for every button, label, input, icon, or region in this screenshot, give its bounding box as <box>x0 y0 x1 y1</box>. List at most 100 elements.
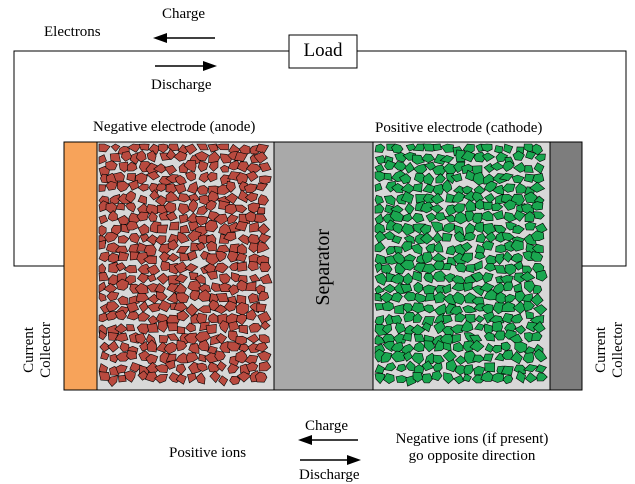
electrode-particle <box>219 320 229 334</box>
electrode-particle <box>126 143 143 153</box>
electrode-particle <box>374 230 388 244</box>
electrode-particle <box>479 282 495 293</box>
electrode-particle <box>524 165 534 173</box>
electrode-particle <box>404 161 416 174</box>
electrode-particle <box>503 143 514 154</box>
electrode-particle <box>498 172 514 181</box>
electrode-particle <box>258 361 272 372</box>
electrode-particle <box>137 223 150 236</box>
electrode-particle <box>429 204 444 214</box>
electrode-particle <box>451 333 461 344</box>
electrode-particle <box>532 304 548 316</box>
electrode-particle <box>410 324 426 337</box>
electrode-particle <box>117 251 130 261</box>
electrode-particle <box>532 284 543 294</box>
electrode-particle <box>454 312 467 323</box>
electrode-particle <box>430 221 444 233</box>
electrode-particle <box>117 295 129 306</box>
electrode-particle <box>533 348 548 363</box>
electrode-particle <box>432 260 445 271</box>
electrode-particle <box>532 173 545 184</box>
electrode-particle <box>374 315 385 328</box>
electrode-particle <box>535 364 547 373</box>
electrode-particle <box>103 283 118 294</box>
electrode-particle <box>503 281 514 292</box>
electrode-particle <box>420 232 434 245</box>
electrode-particle <box>168 221 180 231</box>
electrode-particle <box>484 362 496 373</box>
electrode-particle <box>226 180 236 193</box>
electrode-particle <box>374 163 385 173</box>
electrode-particle <box>214 350 226 362</box>
electrode-particle <box>380 351 392 363</box>
electrode-particle <box>205 323 217 335</box>
electrode-particle <box>411 270 422 283</box>
electrode-particle <box>247 202 261 214</box>
electrode-particle <box>462 373 472 383</box>
electrode-particle <box>158 211 170 221</box>
electrode-particle <box>400 259 415 271</box>
electrode-particle <box>421 263 437 274</box>
electrode-particle <box>423 172 435 186</box>
electrode-particle <box>115 202 125 211</box>
electrode-particle <box>173 282 187 296</box>
electrode-particle <box>196 143 209 151</box>
electrode-particle <box>391 143 404 154</box>
electrode-particle <box>374 241 386 253</box>
electrode-particle <box>244 354 259 365</box>
electrode-particle <box>206 171 218 183</box>
electrode-particle <box>534 153 546 163</box>
electrode-particle <box>441 232 453 242</box>
electrode-particle <box>123 370 136 383</box>
electrode-particle <box>463 364 474 376</box>
electrode-particle <box>258 162 272 173</box>
electrode-particle <box>177 203 190 215</box>
electrode-particle <box>445 245 457 256</box>
electrode-particle <box>531 331 543 342</box>
electrode-particle <box>127 161 138 172</box>
electrode-particle <box>138 143 150 151</box>
electrode-particle <box>524 173 535 183</box>
electrode-particle <box>117 374 127 383</box>
electrode-particle <box>123 265 138 274</box>
electrode-particle <box>177 231 190 244</box>
electrode-particle <box>390 341 405 353</box>
electrode-particle <box>424 292 435 302</box>
electrode-particle <box>184 322 196 333</box>
electrode-particle <box>405 360 417 372</box>
electrode-particle <box>442 223 455 233</box>
discharge-label-bottom: Discharge <box>299 467 360 483</box>
electrode-particle <box>531 243 544 253</box>
cathode-particles <box>374 143 548 387</box>
electrode-particle <box>475 232 486 244</box>
electrode-particle <box>442 179 453 194</box>
anode-particles <box>98 143 273 388</box>
electrode-particle <box>98 271 110 282</box>
electrode-particle <box>208 161 219 172</box>
electrode-particle <box>514 325 527 335</box>
electrode-particle <box>194 331 211 343</box>
electrode-particle <box>105 160 118 171</box>
electrode-particle <box>510 351 523 365</box>
electrode-particle <box>394 322 407 334</box>
electrode-particle <box>146 302 162 313</box>
electrode-particle <box>126 350 138 360</box>
electrode-particle <box>235 302 249 316</box>
discharge-label-top: Discharge <box>151 77 212 93</box>
electrode-particle <box>454 355 468 365</box>
electrode-particle <box>412 183 423 193</box>
electrode-particle <box>164 165 178 176</box>
electrode-particle <box>413 364 425 375</box>
electrode-particle <box>531 143 543 156</box>
electrode-particle <box>120 151 133 162</box>
electrode-particle <box>432 183 444 195</box>
electrode-particle <box>146 323 159 333</box>
electrode-particle <box>374 143 386 153</box>
electrode-particle <box>106 301 120 313</box>
electrode-particle <box>205 200 217 212</box>
electrode-particle <box>256 207 266 215</box>
electrode-particle <box>484 193 496 204</box>
electrode-particle <box>260 320 271 331</box>
electrode-particle <box>403 351 413 362</box>
electrode-particle <box>136 211 150 222</box>
